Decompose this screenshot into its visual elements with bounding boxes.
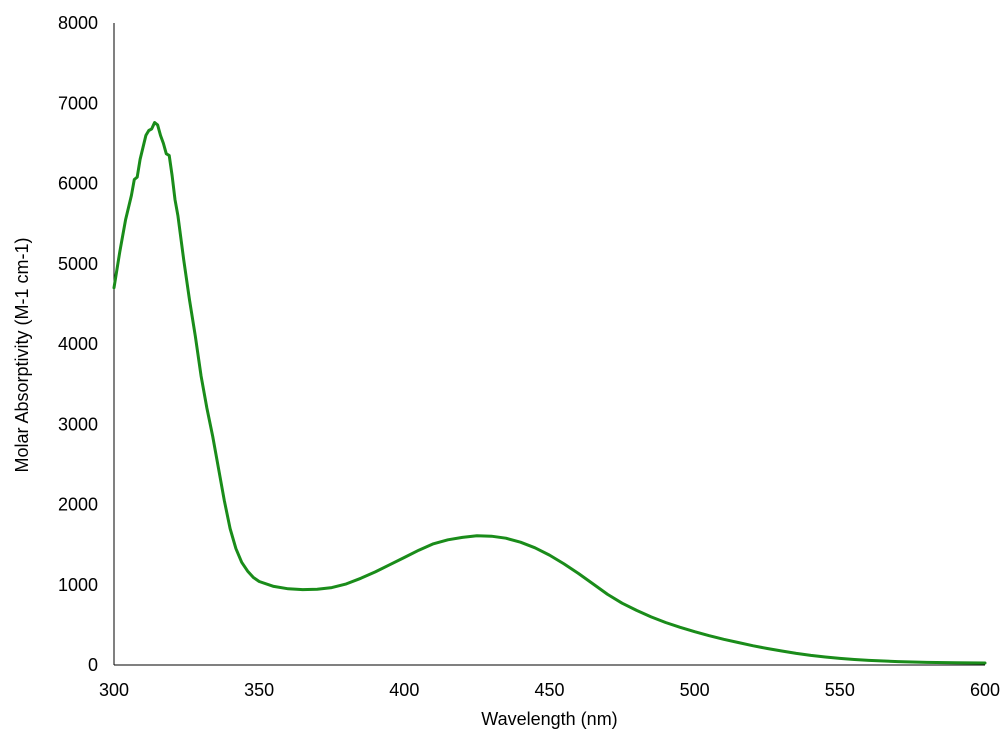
- x-tick-label: 350: [244, 680, 274, 700]
- y-tick-label: 2000: [58, 495, 98, 515]
- y-tick-label: 0: [88, 655, 98, 675]
- series-layer: [112, 121, 987, 665]
- x-tick-label: 600: [970, 680, 1000, 700]
- y-tick-label: 7000: [58, 93, 98, 113]
- series-line-0: [112, 121, 987, 665]
- x-tick-label: 450: [534, 680, 564, 700]
- y-axis-ticks: 0 1000 2000 3000 4000 5000 6000 7000 8000: [58, 13, 98, 675]
- y-axis-title: Molar Absorptivity (M-1 cm-1): [12, 237, 32, 472]
- y-tick-label: 5000: [58, 254, 98, 274]
- y-tick-label: 3000: [58, 414, 98, 434]
- y-tick-label: 6000: [58, 174, 98, 194]
- x-tick-label: 500: [680, 680, 710, 700]
- x-axis-ticks: 300 350 400 450 500 550 600: [99, 680, 1000, 700]
- x-tick-label: 550: [825, 680, 855, 700]
- y-tick-label: 8000: [58, 13, 98, 33]
- x-tick-label: 300: [99, 680, 129, 700]
- y-tick-label: 1000: [58, 575, 98, 595]
- x-tick-label: 400: [389, 680, 419, 700]
- y-tick-label: 4000: [58, 334, 98, 354]
- x-axis-title: Wavelength (nm): [481, 709, 617, 729]
